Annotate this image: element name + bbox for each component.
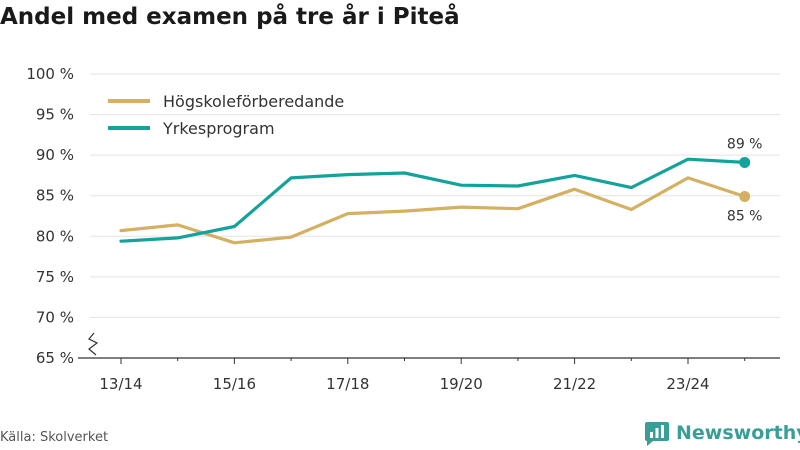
x-tick-label: 17/18	[326, 375, 369, 393]
brand-logo[interactable]: Newsworthy	[644, 420, 800, 446]
newsworthy-logo-icon	[645, 422, 669, 446]
y-tick-label: 75 %	[36, 268, 74, 286]
y-tick-label: 100 %	[26, 65, 74, 83]
source-note: Källa: Skolverket	[0, 430, 109, 445]
series-end-point	[739, 191, 751, 203]
y-tick-label: 80 %	[36, 227, 74, 245]
y-tick-label: 65 %	[36, 349, 74, 367]
y-tick-label: 90 %	[36, 146, 74, 164]
x-tick-label: 23/24	[666, 375, 709, 393]
line-chart: 65 % 70 % 75 % 80 % 85 % 90 % 95 % 100 % 13/14 15…	[26, 65, 780, 393]
series-end-label: 89 %	[727, 136, 763, 152]
x-tick-label: 21/22	[553, 375, 596, 393]
series-line	[119, 157, 747, 243]
legend-label: Yrkesprogram	[162, 119, 275, 138]
axis-break-icon	[88, 332, 99, 356]
series-line	[119, 176, 747, 245]
chart-title: Andel med examen på tre år i Piteå	[0, 4, 460, 30]
brand-name: Newsworthy	[676, 422, 800, 444]
y-tick-label: 95 %	[36, 106, 74, 124]
x-tick-label: 13/14	[99, 375, 142, 393]
x-tick-label: 15/16	[213, 375, 256, 393]
series-end-label: 85 %	[727, 209, 763, 225]
y-tick-label: 85 %	[36, 187, 74, 205]
legend-label: Högskoleförberedande	[163, 92, 344, 111]
y-tick-label: 70 %	[36, 308, 74, 326]
x-tick-label: 19/20	[440, 375, 483, 393]
series-end-point	[739, 156, 751, 168]
